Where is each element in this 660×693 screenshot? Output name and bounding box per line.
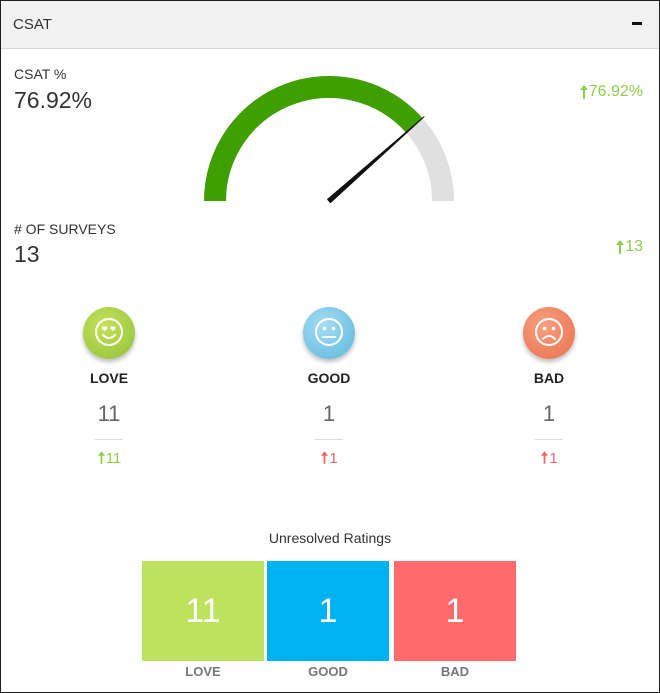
rating-trend-value: 1	[329, 450, 338, 467]
neutral-face-icon	[303, 307, 355, 359]
csat-value: 76.92%	[14, 87, 93, 113]
rating-trend-value: 1	[549, 450, 558, 467]
rating-trend: 11	[49, 450, 169, 467]
gauge-fill	[204, 76, 423, 202]
unresolved-tile-label: GOOD	[308, 664, 348, 679]
minus-icon	[632, 22, 642, 25]
arrow-up-icon	[541, 451, 549, 464]
heart-eyes-face-icon	[83, 307, 135, 359]
arrow-up-icon	[321, 451, 329, 464]
unresolved-tile-label: BAD	[440, 664, 470, 679]
csat-label: CSAT %	[14, 66, 67, 82]
arrow-up-icon	[97, 451, 105, 464]
gauge-needle	[327, 116, 425, 204]
rating-count: 1	[542, 401, 556, 426]
unresolved-tile-love[interactable]: 11	[142, 561, 264, 661]
unresolved-tile-label: LOVE	[185, 664, 221, 679]
csat-trend-value: 76.92%	[588, 83, 643, 100]
rating-bad: BAD 1 1	[489, 307, 609, 467]
rating-name: GOOD	[307, 370, 351, 386]
csat-trend: 76.92%	[579, 83, 643, 101]
divider	[535, 439, 563, 440]
rating-name: LOVE	[89, 370, 129, 386]
rating-trend: 1	[489, 450, 609, 467]
sad-face-icon	[523, 307, 575, 359]
divider	[95, 439, 123, 440]
unresolved-tile-good[interactable]: 1	[267, 561, 389, 661]
collapse-button[interactable]	[629, 15, 645, 31]
arrow-up-icon	[616, 239, 625, 254]
rating-love: LOVE 11 11	[49, 307, 169, 467]
panel-title: CSAT	[13, 16, 52, 33]
surveys-value: 13	[14, 241, 40, 267]
csat-gauge	[204, 76, 454, 204]
gauge-track	[204, 76, 454, 202]
rating-count: 11	[97, 401, 121, 426]
rating-good: GOOD 1 1	[269, 307, 389, 467]
rating-trend: 1	[269, 450, 389, 467]
rating-trend-value: 11	[105, 450, 122, 467]
surveys-trend-value: 13	[625, 238, 643, 255]
rating-name: BAD	[533, 370, 565, 386]
unresolved-tile-bad[interactable]: 1	[394, 561, 516, 661]
arrow-up-icon	[579, 84, 588, 99]
surveys-trend: 13	[615, 238, 643, 256]
unresolved-title: Unresolved Ratings	[268, 530, 392, 546]
panel-header: CSAT	[1, 1, 659, 49]
divider	[315, 439, 343, 440]
rating-count: 1	[322, 401, 336, 426]
surveys-label: # OF SURVEYS	[14, 221, 116, 237]
